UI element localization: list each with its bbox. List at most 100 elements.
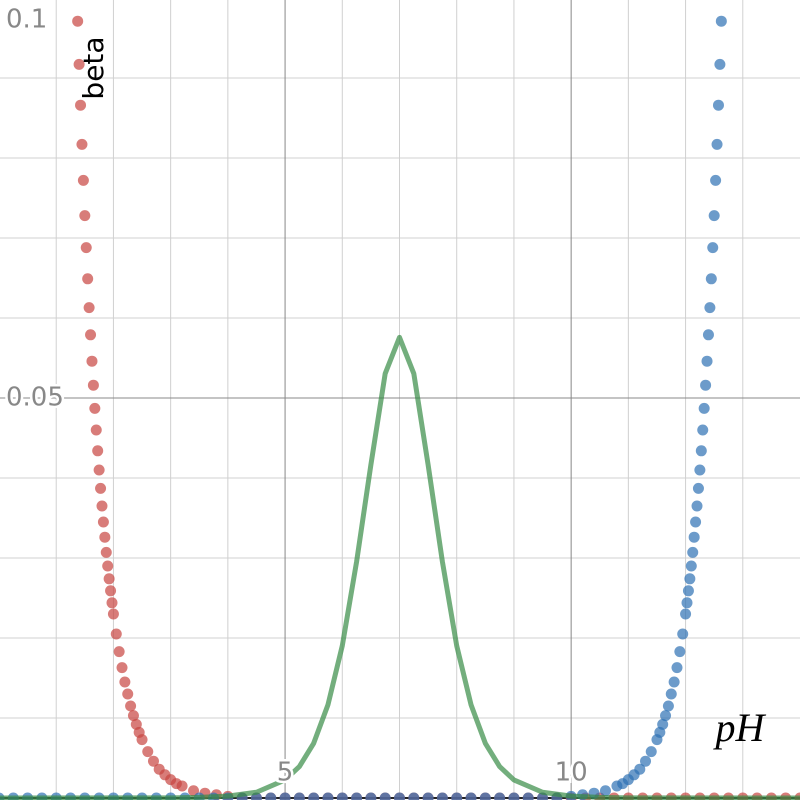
- data-point: [700, 379, 712, 391]
- data-point: [708, 210, 720, 222]
- data-point: [394, 792, 405, 800]
- data-point: [100, 546, 112, 558]
- data-point: [714, 58, 726, 70]
- data-point: [76, 138, 88, 150]
- data-point: [698, 402, 710, 414]
- data-point: [95, 482, 107, 494]
- data-point: [640, 755, 652, 767]
- data-point: [662, 700, 674, 712]
- data-point: [379, 792, 391, 800]
- data-point: [365, 792, 377, 800]
- data-point: [697, 424, 709, 436]
- data-point: [599, 785, 611, 797]
- data-point: [82, 273, 94, 285]
- data-point: [87, 379, 99, 391]
- data-point: [99, 531, 111, 543]
- data-point: [681, 597, 693, 609]
- data-point: [665, 688, 677, 700]
- data-point: [645, 746, 657, 758]
- data-point: [96, 500, 108, 512]
- data-point: [702, 329, 714, 341]
- data-point: [147, 755, 159, 767]
- x-axis-label: pH: [713, 705, 767, 750]
- data-point: [688, 531, 700, 543]
- data-point: [634, 763, 646, 775]
- data-point: [674, 646, 686, 658]
- data-point: [103, 573, 115, 585]
- data-point: [694, 464, 706, 476]
- data-point: [351, 792, 363, 800]
- data-point: [668, 676, 680, 688]
- data-point: [265, 792, 277, 800]
- data-point: [293, 792, 305, 800]
- data-point: [684, 573, 696, 585]
- data-point: [657, 718, 669, 730]
- data-point: [105, 585, 117, 597]
- data-point: [110, 628, 122, 640]
- data-point: [92, 445, 104, 457]
- data-point: [710, 174, 722, 186]
- data-point: [73, 58, 85, 70]
- data-point: [113, 646, 125, 658]
- data-point: [685, 560, 697, 572]
- data-point: [711, 138, 723, 150]
- data-point: [692, 482, 704, 494]
- data-point: [436, 792, 448, 800]
- data-point: [494, 792, 506, 800]
- data-point: [83, 302, 95, 314]
- data-point: [701, 355, 713, 367]
- data-point: [89, 402, 101, 414]
- data-point: [522, 792, 534, 800]
- x-tick-label: 5: [277, 758, 294, 788]
- data-point: [119, 676, 131, 688]
- data-point: [136, 734, 148, 746]
- data-point: [90, 424, 102, 436]
- data-point: [705, 273, 717, 285]
- data-point: [712, 99, 724, 111]
- y-tick-label: 0.1: [6, 5, 47, 35]
- data-point: [322, 792, 334, 800]
- data-line: [0, 334, 800, 800]
- data-point: [677, 628, 689, 640]
- y-tick-label: 0.05: [6, 383, 64, 413]
- data-point: [660, 710, 672, 722]
- data-point: [116, 662, 128, 674]
- data-point: [86, 355, 98, 367]
- data-point: [707, 242, 719, 254]
- data-point: [77, 174, 89, 186]
- data-point: [422, 792, 434, 800]
- data-point: [690, 516, 702, 528]
- data-point: [85, 329, 97, 341]
- data-point: [102, 560, 114, 572]
- data-point: [80, 242, 92, 254]
- data-point: [695, 445, 707, 457]
- data-point: [715, 15, 727, 27]
- data-point: [704, 302, 716, 314]
- data-point: [691, 500, 703, 512]
- data-point: [72, 15, 84, 27]
- data-point: [106, 597, 118, 609]
- data-point: [97, 516, 109, 528]
- x-tick-label: 10: [555, 758, 588, 788]
- data-point: [142, 746, 154, 758]
- data-point: [107, 608, 119, 620]
- data-point: [127, 710, 139, 722]
- data-point: [671, 662, 683, 674]
- data-point: [336, 792, 348, 800]
- data-point: [687, 546, 699, 558]
- data-point: [122, 688, 134, 700]
- data-point: [75, 99, 87, 111]
- data-point: [465, 792, 477, 800]
- data-point: [508, 792, 520, 800]
- data-point: [308, 792, 320, 800]
- data-point: [451, 792, 463, 800]
- data-point: [479, 792, 491, 800]
- data-point: [176, 780, 188, 792]
- data-point: [680, 608, 692, 620]
- data-point: [125, 700, 137, 712]
- data-point: [408, 792, 420, 800]
- data-point: [682, 585, 694, 597]
- data-point: [279, 792, 291, 800]
